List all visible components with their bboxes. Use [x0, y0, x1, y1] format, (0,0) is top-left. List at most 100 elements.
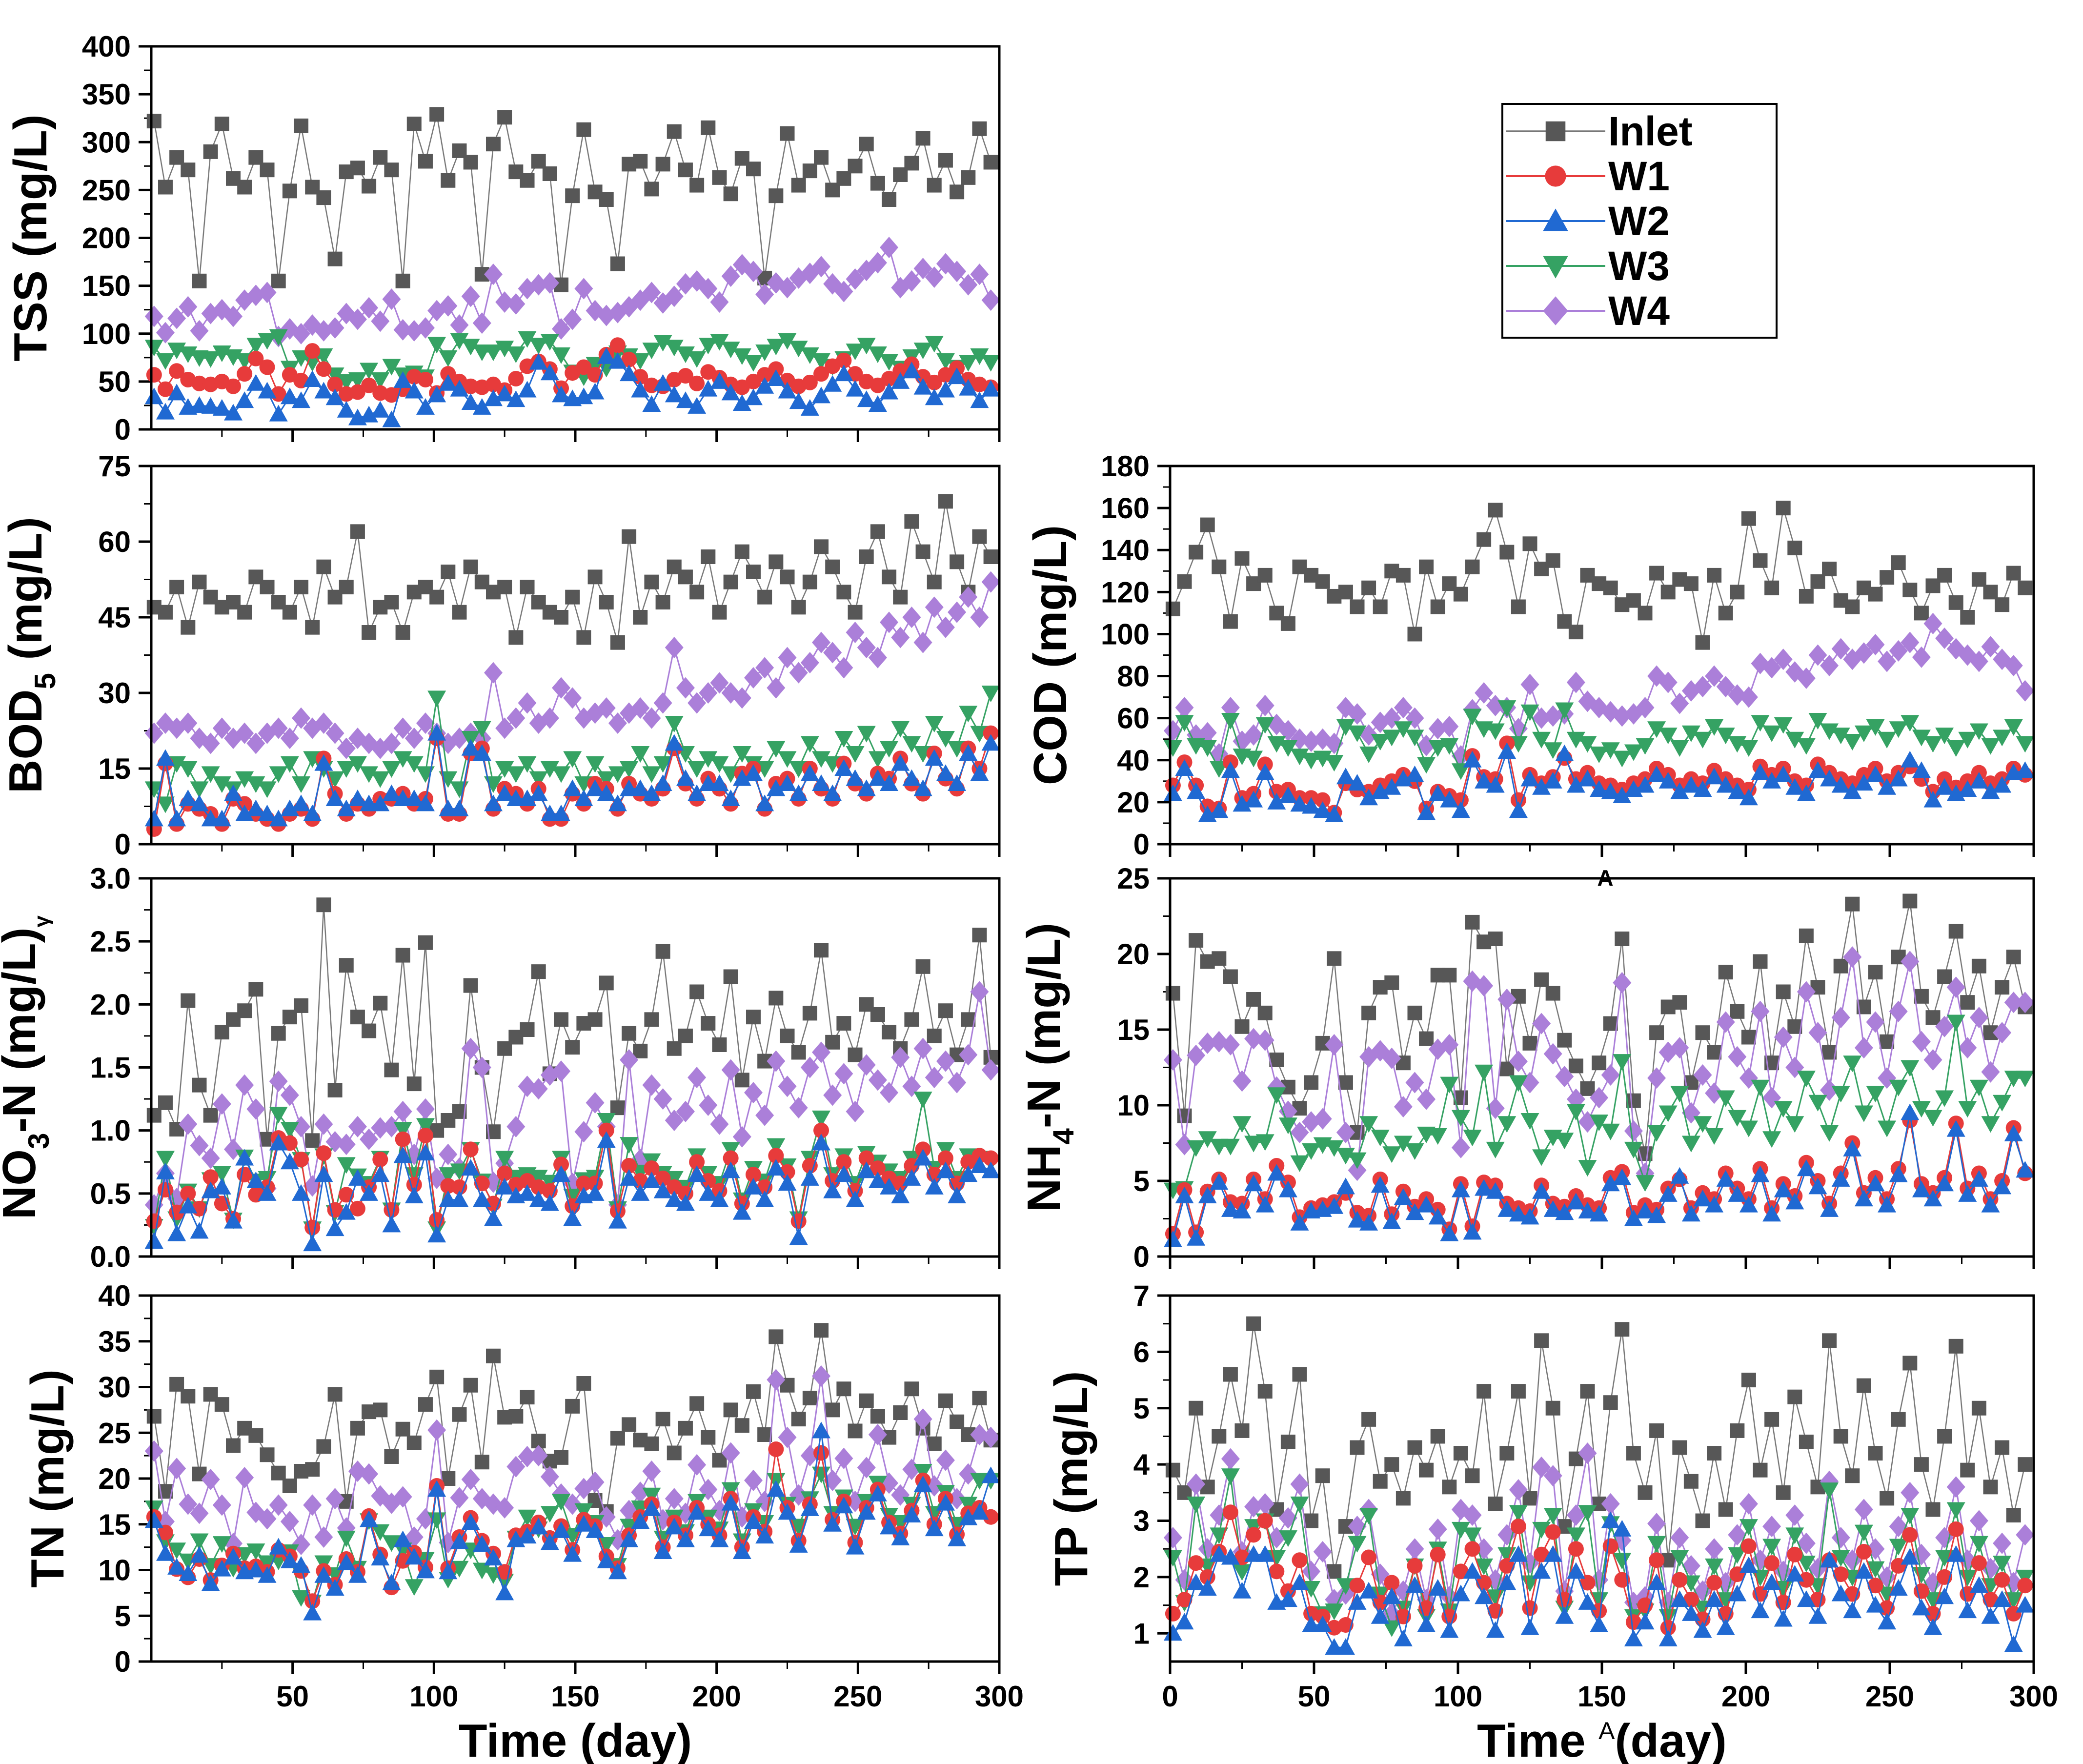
w1-circle-marker-icon — [1503, 154, 1608, 199]
tss-ytick-label: 100 — [82, 318, 131, 350]
nh4-ytick-label: 5 — [1133, 1165, 1150, 1197]
tss-x-axis — [221, 429, 1001, 442]
tss-ytick-label: 150 — [82, 270, 131, 303]
legend-item-w4: W4 — [1503, 288, 1776, 333]
tn-xtick-label: 150 — [551, 1680, 600, 1713]
tn-ytick-label: 40 — [98, 1279, 131, 1312]
tp-xtick-label: 100 — [1434, 1680, 1482, 1713]
tp-series-inlet — [1165, 1316, 2033, 1579]
cod-panel: 0 20 40 60 80 100 120 140 160 180 COD (mg/L) — [1024, 450, 2035, 861]
nh4-ytick-label: 10 — [1117, 1089, 1150, 1122]
w3-triangle-down-marker-icon — [1503, 243, 1608, 288]
tn-ytick-label: 5 — [115, 1600, 131, 1632]
nh4-ytick-label: 0 — [1133, 1240, 1150, 1273]
tss-ytick-label: 300 — [82, 126, 131, 159]
tn-ytick-label: 0 — [115, 1645, 131, 1678]
tn-ytick-label: 15 — [98, 1508, 131, 1541]
tp-x-axis: 0 50 100 150 200 250 300 — [1162, 1662, 2058, 1713]
tn-ytick-label: 35 — [98, 1325, 131, 1358]
bod-ytick-label: 30 — [98, 677, 131, 710]
no3-ytick-label: 0.5 — [90, 1177, 131, 1210]
cod-ytick-label: 80 — [1117, 660, 1150, 693]
time-axis-title-left: Time (day) — [459, 1715, 692, 1764]
tn-panel: 0 5 10 15 20 25 30 35 40 50 100 150 200 250 300 TN (mg/… — [21, 1279, 1024, 1713]
tp-ytick-label: 3 — [1133, 1505, 1150, 1538]
tn-xtick-label: 50 — [276, 1680, 309, 1713]
legend-label-w4: W4 — [1608, 288, 1670, 334]
tss-ytick-label: 0 — [115, 413, 131, 446]
nh4-series-w2 — [1163, 1103, 2035, 1247]
tp-y-axis-title: TP (mg/L) — [1045, 1371, 1097, 1586]
legend-label-w2: W2 — [1608, 198, 1670, 244]
w2-triangle-up-marker-icon — [1503, 199, 1608, 243]
no3-ytick-label: 1.0 — [90, 1115, 131, 1147]
nh4-x-axis — [1169, 1257, 2035, 1269]
no3-ytick-label: 3.0 — [90, 862, 131, 895]
tp-xtick-label: 250 — [1865, 1680, 1914, 1713]
legend: Inlet W1 W2 W3 W4 — [1501, 103, 1778, 339]
no3-y-axis-title: NO3-N (mg/L)γ — [0, 915, 55, 1219]
legend-item-w1: W1 — [1503, 154, 1776, 199]
cod-ytick-label: 0 — [1133, 828, 1150, 861]
no3-series-w2 — [144, 1131, 1000, 1252]
tn-ytick-label: 30 — [98, 1371, 131, 1404]
tn-ytick-label: 20 — [98, 1462, 131, 1495]
bod-series-w4 — [144, 571, 1000, 759]
nh4-y-axis-title: NH4-N (mg/L) — [1018, 923, 1080, 1212]
tss-series-inlet — [146, 107, 998, 292]
cod-ytick-label: 20 — [1117, 786, 1150, 819]
nh4-ytick-label: 20 — [1117, 938, 1150, 971]
no3-ytick-label: 0.0 — [90, 1240, 131, 1273]
no3-ytick-label: 1.5 — [90, 1052, 131, 1084]
cod-ytick-label: 40 — [1117, 744, 1150, 777]
stray-annotation-a: A — [1597, 865, 1613, 891]
tss-ytick-label: 200 — [82, 222, 131, 255]
cod-ytick-label: 100 — [1101, 618, 1150, 650]
bod-x-axis — [221, 844, 1001, 857]
tp-ytick-label: 1 — [1133, 1617, 1150, 1650]
tss-ytick-label: 250 — [82, 174, 131, 206]
cod-ytick-label: 180 — [1101, 450, 1150, 483]
tp-ytick-label: 7 — [1133, 1279, 1150, 1312]
legend-item-inlet: Inlet — [1503, 109, 1776, 154]
cod-ytick-label: 140 — [1101, 534, 1150, 567]
tn-y-axis-title: TN (mg/L) — [21, 1369, 74, 1588]
tn-series-w2 — [144, 1421, 1000, 1621]
bod-y-axis-title: BOD5 (mg/L) — [0, 517, 61, 793]
tp-ytick-label: 4 — [1133, 1448, 1150, 1481]
no3-y-axis: 0.0 0.5 1.0 1.5 2.0 2.5 3.0 — [90, 862, 151, 1273]
tn-xtick-label: 250 — [833, 1680, 882, 1713]
tss-ytick-label: 400 — [82, 30, 131, 63]
tss-panel: 0 50 100 150 200 250 300 350 400 TSS (mg/L) — [4, 30, 1001, 446]
tp-xtick-label: 200 — [1721, 1680, 1770, 1713]
cod-ytick-label: 160 — [1101, 492, 1150, 525]
cod-series-w2 — [1163, 742, 2035, 822]
bod-y-axis: 0 15 30 45 60 75 — [98, 450, 151, 861]
legend-label-inlet: Inlet — [1608, 108, 1693, 154]
nh4-ytick-label: 25 — [1117, 862, 1150, 895]
nh4-y-axis: 0 5 10 15 20 25 — [1117, 862, 1170, 1273]
legend-label-w1: W1 — [1608, 153, 1670, 199]
tp-xtick-label: 50 — [1298, 1680, 1331, 1713]
tn-ytick-label: 25 — [98, 1417, 131, 1449]
bod-series-w2 — [144, 724, 1000, 827]
nh4-ytick-label: 15 — [1117, 1014, 1150, 1046]
tp-series-w2 — [1163, 1511, 2035, 1655]
no3-series-w1 — [146, 1122, 999, 1236]
no3-x-axis — [221, 1257, 1001, 1269]
tss-ytick-label: 350 — [82, 78, 131, 111]
bod-panel: 0 15 30 45 60 75 BOD5 (mg/L) — [0, 450, 1001, 861]
inlet-square-marker-icon — [1503, 109, 1608, 154]
tn-x-axis: 50 100 150 200 250 300 — [221, 1662, 1024, 1713]
tss-y-axis: 0 50 100 150 200 250 300 350 400 — [82, 30, 151, 446]
tss-ytick-label: 50 — [98, 365, 131, 398]
no3-ytick-label: 2.0 — [90, 988, 131, 1021]
time-axis-title-right: Time A(day) — [1477, 1715, 1727, 1764]
cod-y-axis-title: COD (mg/L) — [1024, 525, 1076, 785]
cod-series-inlet — [1165, 501, 2033, 650]
cod-series-w3 — [1163, 700, 2035, 780]
nh4-panel: 0 5 10 15 20 25 NH4-N (mg/L) — [1018, 862, 2035, 1273]
w4-diamond-marker-icon — [1503, 288, 1608, 333]
bod-ytick-label: 15 — [98, 752, 131, 785]
